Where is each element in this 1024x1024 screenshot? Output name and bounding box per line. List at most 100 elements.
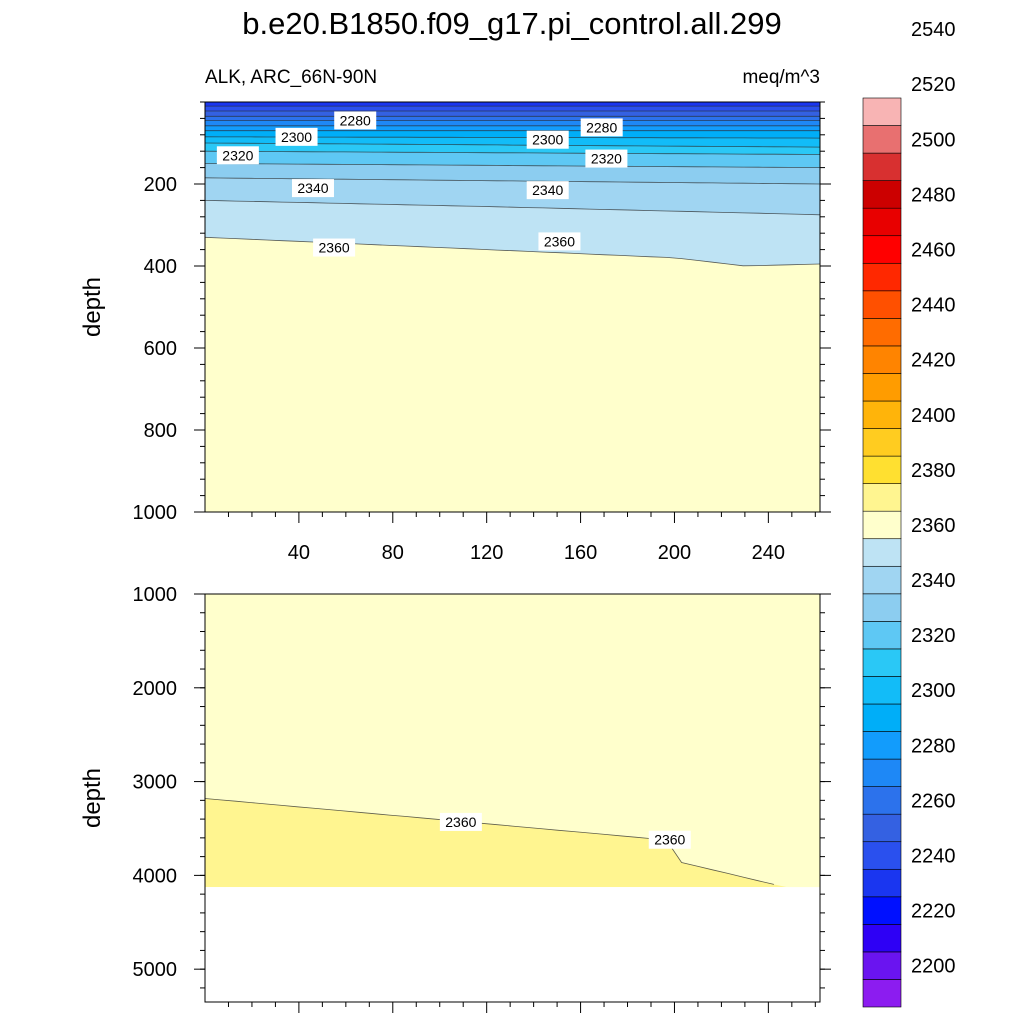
colorbar-tick-label: 2540 [911, 19, 956, 41]
y-tick-label: 4000 [133, 865, 178, 887]
colorbar-swatch [862, 621, 902, 650]
colorbar-tick-label: 2300 [911, 680, 956, 702]
colorbar-tick-label: 2220 [911, 901, 956, 923]
colorbar-swatch [862, 510, 902, 540]
contour-label: 2340 [526, 181, 569, 200]
colorbar-swatch [862, 125, 902, 154]
colorbar-swatch [862, 676, 902, 705]
contour-label-text: 2360 [319, 240, 350, 256]
y-tick-label: 800 [144, 420, 177, 442]
y-tick-label: 1000 [133, 584, 178, 606]
colorbar-swatch [862, 538, 902, 567]
colorbar-swatch [862, 758, 902, 787]
contour-label-text: 2360 [445, 814, 476, 830]
contour-line-2320 [205, 163, 820, 168]
contour-label-text: 2320 [222, 147, 253, 163]
colorbar-tick-label: 2520 [911, 74, 956, 96]
contour-line-2330 [205, 177, 820, 185]
colorbar-swatch [862, 400, 902, 429]
contour-label: 2340 [291, 179, 334, 198]
plot-frame [204, 101, 821, 513]
contour-label-text: 2280 [586, 119, 617, 135]
colorbar-tick-label: 2340 [911, 570, 956, 592]
colorbar-swatch [862, 235, 902, 264]
contour-label: 2280 [334, 111, 377, 130]
colorbar-swatch [862, 152, 902, 181]
contour-label: 2360 [538, 232, 581, 251]
lower-depth-section-panel: 2360 2360 1000 2000 3000 4000 5000 depth [79, 584, 831, 1013]
colorbar-swatch [862, 703, 902, 732]
colorbar-tick-label: 2360 [911, 515, 956, 537]
y-tick-label: 5000 [133, 959, 178, 981]
colorbar-swatch [862, 565, 902, 595]
x-tick-label: 200 [658, 542, 691, 564]
contour-label: 2320 [585, 149, 628, 168]
colorbar-swatch [862, 97, 902, 126]
colorbar-tick-label: 2420 [911, 350, 956, 372]
units-label: meq/m^3 [742, 67, 820, 88]
colorbar-tick-label: 2500 [911, 129, 956, 151]
colorbar-tick-label: 2380 [911, 460, 956, 482]
contour-label: 2360 [439, 812, 482, 831]
contour-label-text: 2300 [281, 129, 312, 145]
colorbar-swatch [862, 924, 902, 953]
plot-title: b.e20.B1850.f09_g17.pi_control.all.299 [242, 6, 782, 41]
colorbar-swatch [862, 180, 902, 209]
colorbar-swatch [862, 318, 902, 347]
colorbar-swatch [862, 207, 902, 237]
colorbar-swatch [862, 951, 902, 980]
colorbar-swatch [862, 868, 902, 898]
colorbar-swatch [862, 345, 902, 374]
y-tick-label: 1000 [133, 502, 178, 524]
colorbar-tick-label: 2240 [911, 846, 956, 868]
plot-frame [204, 593, 821, 1003]
sea-floor-mask [205, 887, 820, 1002]
colorbar-swatch [862, 373, 902, 402]
contour-line-2340 [205, 200, 820, 216]
contour-band-2230 [205, 102, 820, 107]
x-tick-label: 40 [288, 542, 310, 564]
contour-label-text: 2320 [591, 151, 622, 167]
colorbar-tick-label: 2260 [911, 790, 956, 812]
contour-line-2360 [205, 798, 774, 885]
colorbar-swatch [862, 262, 902, 292]
contour-label-text: 2360 [654, 832, 685, 848]
colorbar-tick-label: 2320 [911, 625, 956, 647]
contour-label-text: 2340 [297, 180, 328, 196]
contour-label: 2300 [526, 130, 569, 149]
x-tick-label: 80 [382, 542, 404, 564]
contour-label-text: 2280 [340, 112, 371, 128]
colorbar-swatch [862, 290, 902, 319]
contour-label: 2360 [313, 238, 356, 257]
x-tick-label: 120 [470, 542, 503, 564]
colorbar-tick-label: 2280 [911, 735, 956, 757]
colorbar-swatch [862, 483, 902, 512]
y-axis-label: depth [79, 277, 106, 337]
colorbar-tick-label: 2480 [911, 184, 956, 206]
contour-band-2360 [205, 594, 820, 888]
colorbar-swatch [862, 455, 902, 484]
y-tick-label: 600 [144, 338, 177, 360]
y-axis-label: depth [79, 768, 106, 828]
colorbar: 2200 2220 2240 2260 2280 2300 2320 2340 2360 2380… [862, 19, 956, 1008]
colorbar-tick-label: 2460 [911, 240, 956, 262]
colorbar-swatch [862, 731, 902, 760]
x-tick-label: 240 [752, 542, 785, 564]
colorbar-swatch [862, 841, 902, 870]
y-tick-label: 3000 [133, 772, 178, 794]
colorbar-swatch [862, 896, 902, 925]
contour-label-text: 2300 [532, 132, 563, 148]
colorbar-swatch [862, 593, 902, 622]
contour-line-2350 [205, 236, 820, 267]
y-tick-label: 400 [144, 256, 177, 278]
variable-region-label: ALK, ARC_66N-90N [205, 67, 377, 88]
contour-label: 2300 [275, 127, 318, 146]
colorbar-swatch [862, 428, 902, 457]
contour-label-text: 2340 [532, 182, 563, 198]
colorbar-tick-label: 2440 [911, 295, 956, 317]
x-tick-label: 160 [564, 542, 597, 564]
y-tick-label: 200 [144, 174, 177, 196]
colorbar-tick-label: 2400 [911, 405, 956, 427]
colorbar-swatch [862, 648, 902, 677]
